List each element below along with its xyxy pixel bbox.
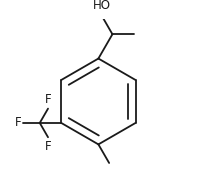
Text: HO: HO: [93, 0, 111, 12]
Text: F: F: [45, 93, 51, 106]
Text: F: F: [15, 116, 22, 129]
Text: F: F: [45, 140, 51, 153]
